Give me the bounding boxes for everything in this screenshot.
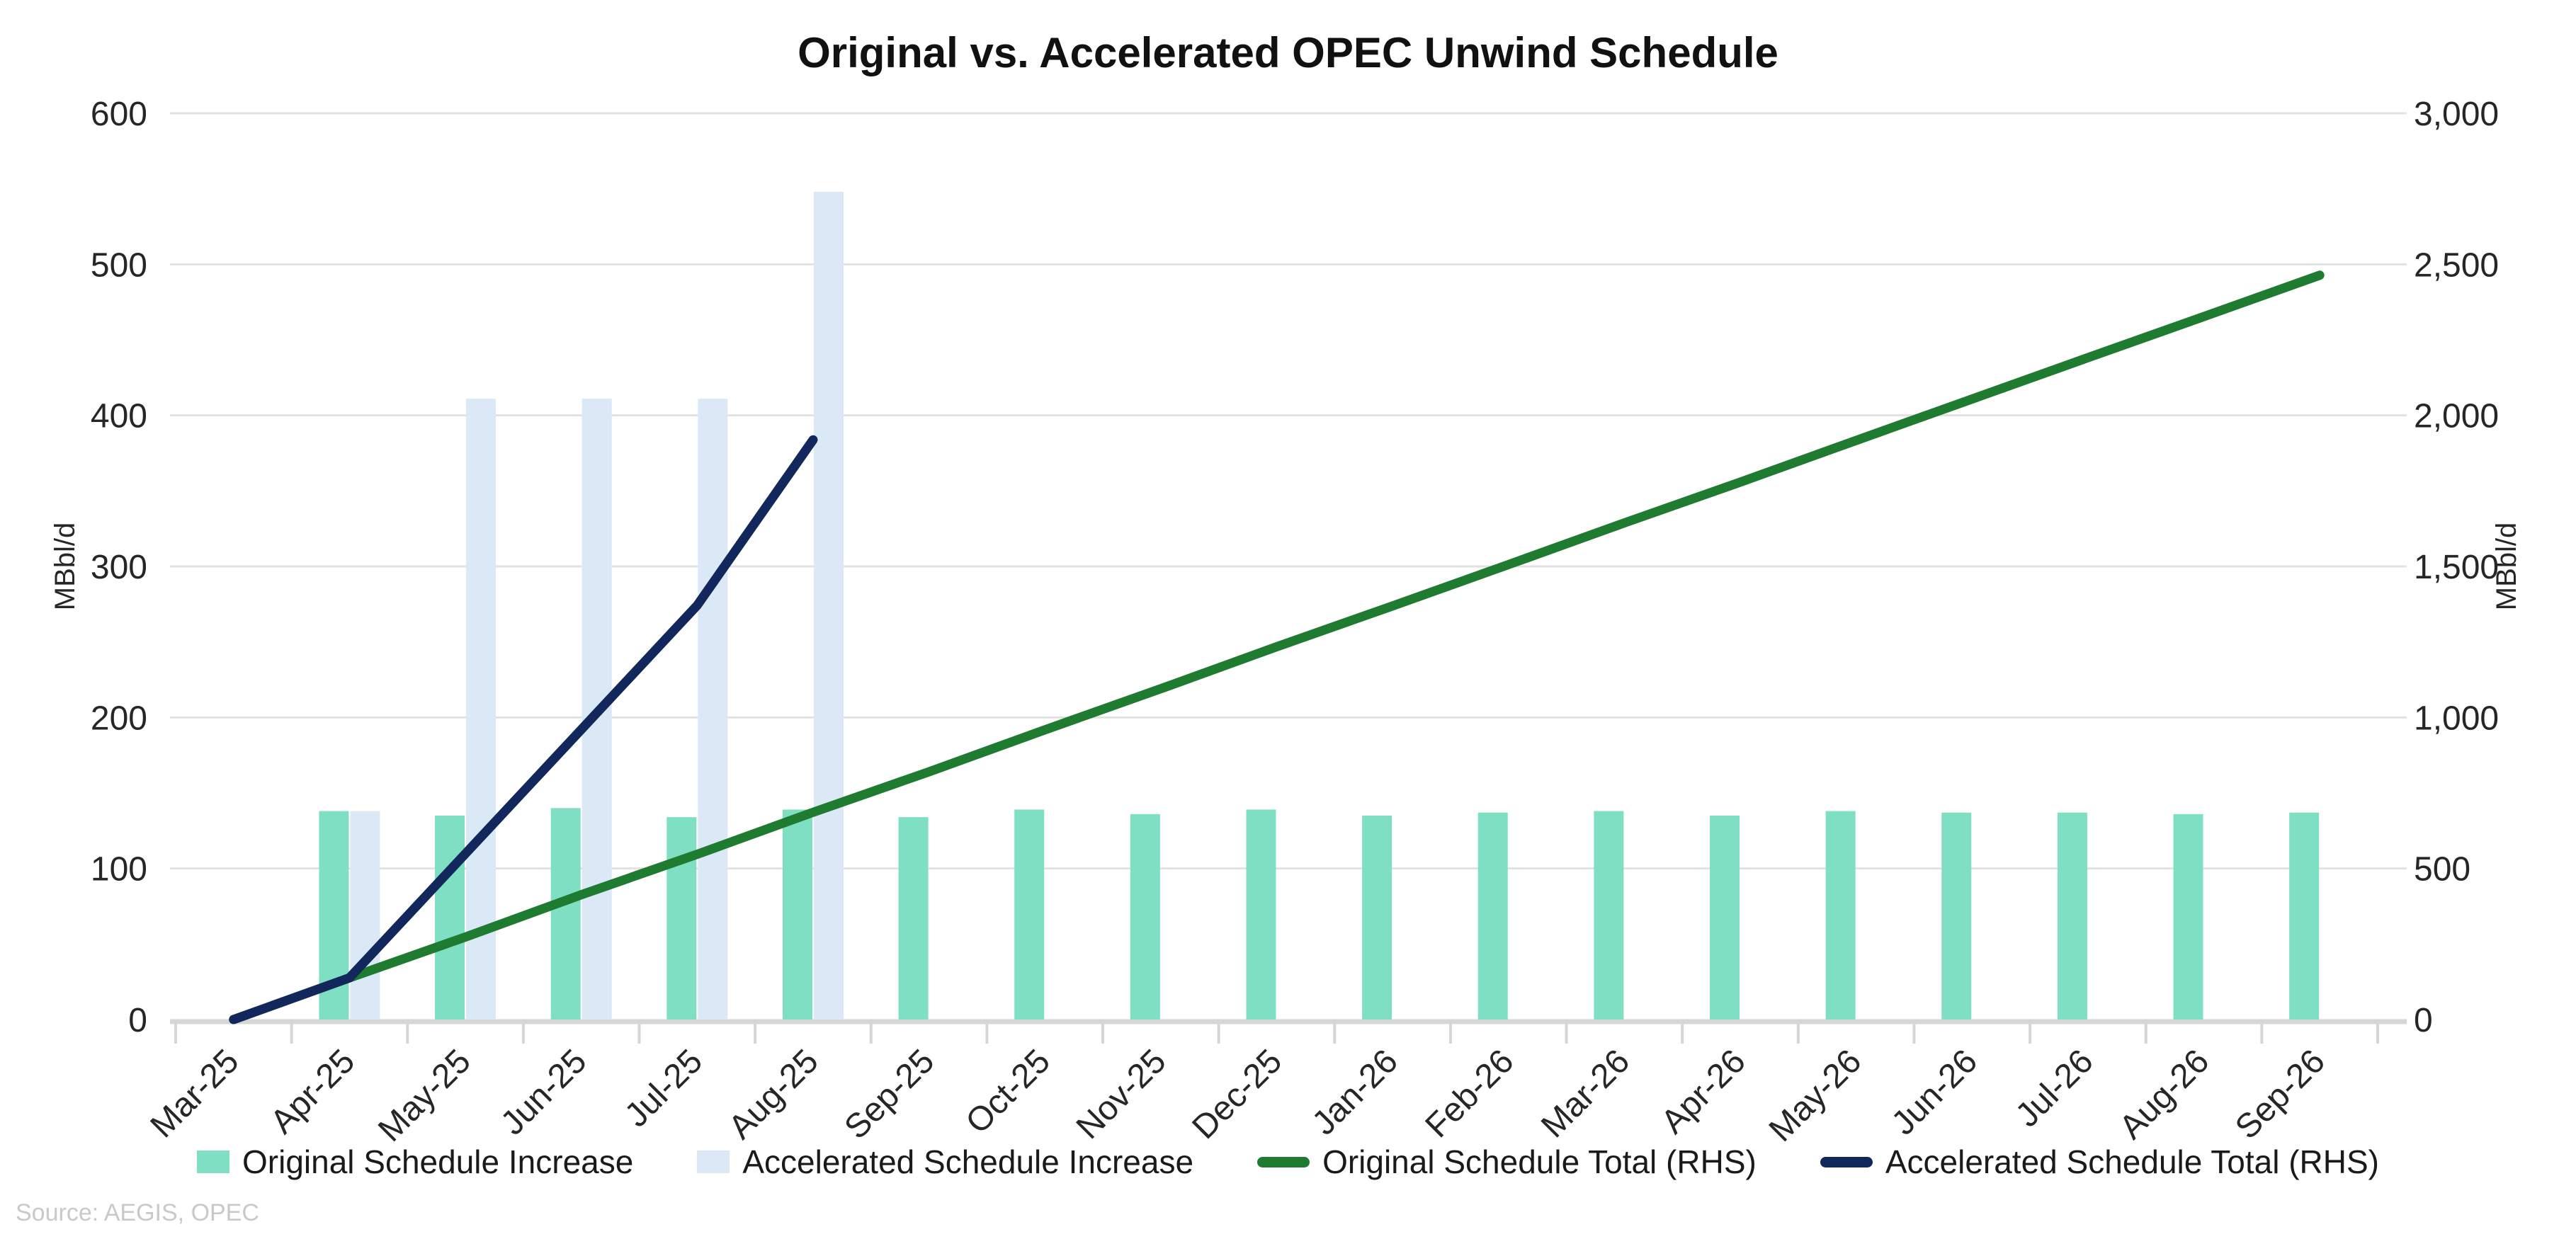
x-axis-tick-label: Dec-25 <box>1185 1042 1289 1146</box>
x-axis-tick-label: Apr-26 <box>1654 1042 1752 1141</box>
x-axis-tick-label: Feb-26 <box>1419 1042 1521 1145</box>
bar-original-increase <box>2057 812 2087 1020</box>
bar-original-increase <box>898 817 929 1020</box>
x-axis-tick-label: Jul-26 <box>2009 1042 2101 1134</box>
x-axis-tick-label: Oct-25 <box>959 1042 1057 1141</box>
x-axis-tick-label: Jan-26 <box>1305 1042 1405 1142</box>
x-axis-tick-label: Aug-25 <box>722 1042 826 1146</box>
left-axis-title: MBbl/d <box>50 523 81 611</box>
bar-original-increase <box>1594 811 1624 1020</box>
bar-accelerated-increase <box>466 399 497 1020</box>
legend-marker-accelerated-increase <box>697 1150 730 1173</box>
x-axis-tick-label: Jun-26 <box>1885 1042 1985 1142</box>
legend-label-original-increase: Original Schedule Increase <box>242 1143 634 1180</box>
chart-title: Original vs. Accelerated OPEC Unwind Sch… <box>798 29 1778 76</box>
x-axis-tick-label: Apr-25 <box>263 1042 362 1141</box>
x-axis-tick-label: Sep-26 <box>2228 1042 2332 1146</box>
bar-original-increase <box>1710 816 1740 1020</box>
bar-original-increase <box>550 808 581 1020</box>
x-axis-tick-label: Mar-26 <box>1534 1042 1637 1145</box>
left-axis-tick-label: 100 <box>91 851 147 889</box>
x-axis-tick-label: Jul-25 <box>618 1042 710 1134</box>
right-axis-title: MBbl/d <box>2491 523 2522 611</box>
bar-original-increase <box>782 809 812 1020</box>
bar-original-increase <box>666 817 697 1020</box>
legend-marker-original-total <box>1257 1156 1310 1167</box>
legend-item-original-increase: Original Schedule Increase <box>197 1143 633 1181</box>
bar-original-increase <box>435 816 465 1020</box>
legend-item-original-total: Original Schedule Total (RHS) <box>1257 1143 1757 1181</box>
right-axis-tick-label: 0 <box>2414 1002 2433 1039</box>
legend-marker-accelerated-total <box>1820 1156 1873 1167</box>
bar-accelerated-increase <box>813 191 844 1020</box>
right-axis-tick-label: 3,000 <box>2414 96 2499 133</box>
left-axis-tick-label: 300 <box>91 549 147 586</box>
source-note: Source: AEGIS, OPEC <box>16 1199 259 1226</box>
left-axis-tick-label: 600 <box>91 96 147 133</box>
left-axis-tick-label: 500 <box>91 246 147 284</box>
legend-item-accelerated-increase: Accelerated Schedule Increase <box>697 1143 1193 1181</box>
x-axis-tick-label: Aug-26 <box>2112 1042 2216 1146</box>
legend-label-original-total: Original Schedule Total (RHS) <box>1322 1143 1757 1180</box>
left-axis-tick-label: 400 <box>91 398 147 435</box>
bar-original-increase <box>2173 813 2203 1020</box>
bar-original-increase <box>1246 809 1276 1020</box>
bar-original-increase <box>1477 812 1508 1020</box>
legend-label-accelerated-total: Accelerated Schedule Total (RHS) <box>1885 1143 2379 1180</box>
legend-marker-original-increase <box>197 1150 229 1173</box>
right-axis-tick-label: 2,500 <box>2414 246 2499 284</box>
legend-item-accelerated-total: Accelerated Schedule Total (RHS) <box>1820 1143 2379 1181</box>
right-axis-tick-label: 2,000 <box>2414 398 2499 435</box>
bar-original-increase <box>1130 813 1160 1020</box>
x-axis-tick-label: Nov-25 <box>1069 1042 1174 1146</box>
bar-accelerated-increase <box>698 399 728 1020</box>
right-axis-tick-label: 1,000 <box>2414 700 2499 737</box>
legend-label-accelerated-increase: Accelerated Schedule Increase <box>742 1143 1194 1180</box>
x-axis-tick-label: Mar-25 <box>144 1042 246 1145</box>
line-original-total <box>229 270 2325 1024</box>
bar-original-increase <box>1941 812 1972 1020</box>
bar-original-increase <box>2289 812 2320 1020</box>
left-axis-tick-label: 0 <box>128 1002 147 1039</box>
right-axis-tick-label: 1,500 <box>2414 549 2499 586</box>
x-axis-tick-label: Sep-25 <box>837 1042 941 1146</box>
bar-accelerated-increase <box>350 811 380 1020</box>
bar-original-increase <box>1825 811 1856 1020</box>
x-axis-tick-label: Jun-25 <box>494 1042 594 1142</box>
chart-legend: Original Schedule Increase Accelerated S… <box>0 1143 2576 1181</box>
x-axis-tick-label: May-25 <box>371 1042 478 1149</box>
line-accelerated-total <box>229 435 818 1024</box>
left-axis-tick-label: 200 <box>91 700 147 737</box>
right-axis-tick-label: 500 <box>2414 851 2470 889</box>
x-axis-tick-label: May-26 <box>1762 1042 1869 1149</box>
bar-original-increase <box>1362 816 1392 1020</box>
bar-original-increase <box>1014 809 1045 1020</box>
